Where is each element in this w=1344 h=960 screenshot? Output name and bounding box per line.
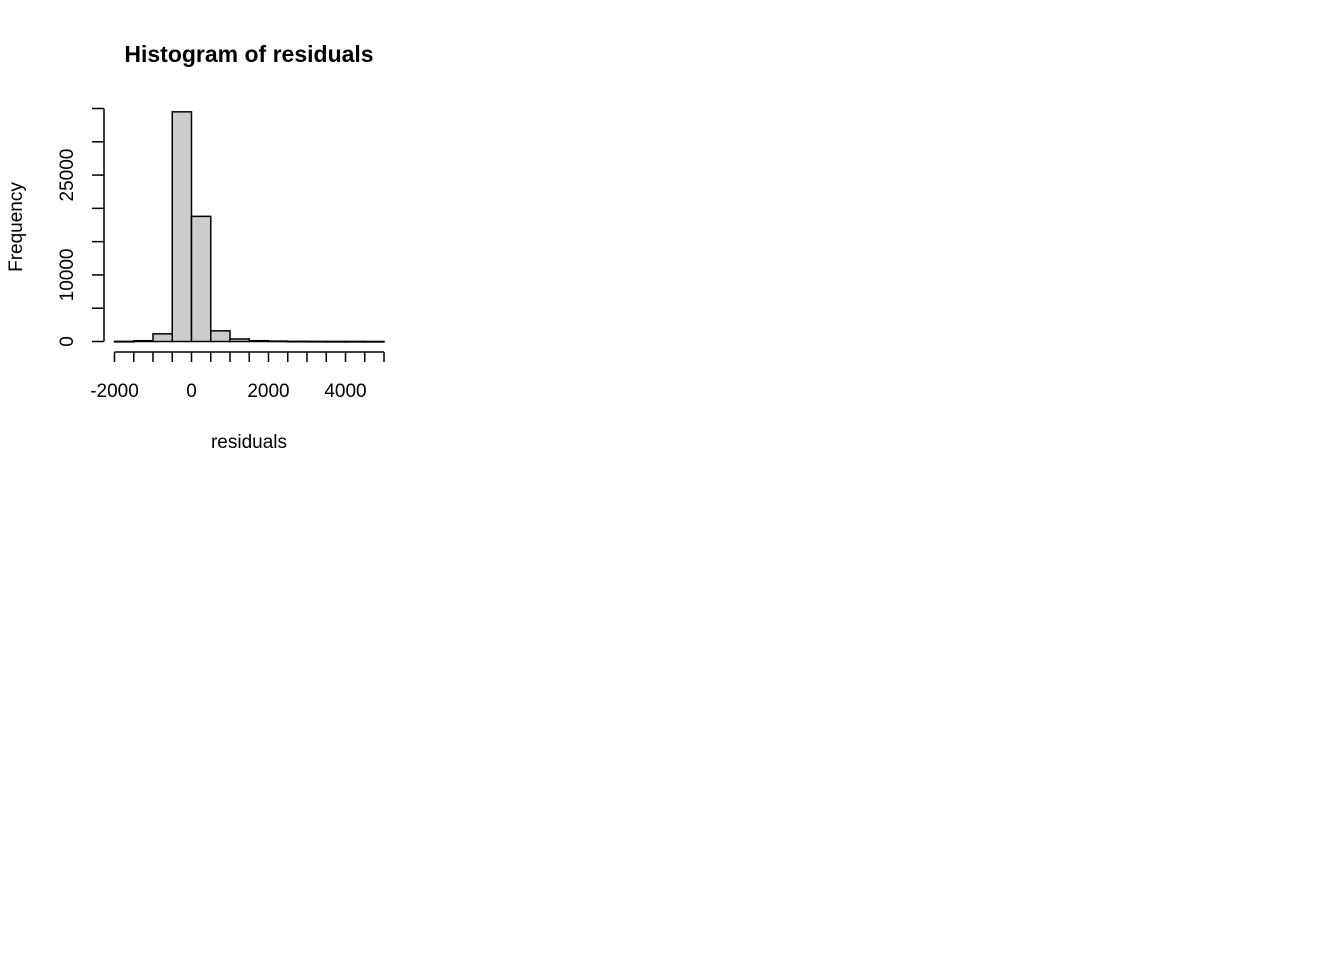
x-axis: -2000 0 2000 4000 <box>90 351 385 402</box>
histogram-bar <box>306 340 327 343</box>
y-tick-label: 10000 <box>57 249 78 302</box>
y-axis-label: Frequency <box>6 182 27 272</box>
histogram-bar <box>152 333 173 343</box>
chart-title: Histogram of residuals <box>124 41 373 67</box>
histogram-bar <box>171 111 193 343</box>
y-tick-label: 25000 <box>57 149 78 202</box>
histogram-bar <box>364 340 385 343</box>
histogram-bar <box>113 340 135 343</box>
bars-group <box>113 111 385 343</box>
histogram-bar <box>248 339 270 343</box>
histogram-bar <box>133 339 154 343</box>
x-tick-label: -2000 <box>90 381 139 402</box>
histogram-bar <box>267 340 289 343</box>
histogram-bar <box>344 340 366 343</box>
histogram-bar <box>190 215 212 343</box>
y-tick-label: 0 <box>57 336 78 347</box>
histogram-bar <box>210 330 231 343</box>
histogram-bar <box>229 338 250 343</box>
x-axis-label: residuals <box>211 432 287 453</box>
histogram-bar <box>287 340 308 343</box>
y-axis: 0 10000 25000 <box>57 107 105 347</box>
x-tick-label: 0 <box>186 381 197 402</box>
histogram-bar <box>325 340 347 343</box>
x-tick-label: 2000 <box>247 381 289 402</box>
x-tick-label: 4000 <box>324 381 366 402</box>
